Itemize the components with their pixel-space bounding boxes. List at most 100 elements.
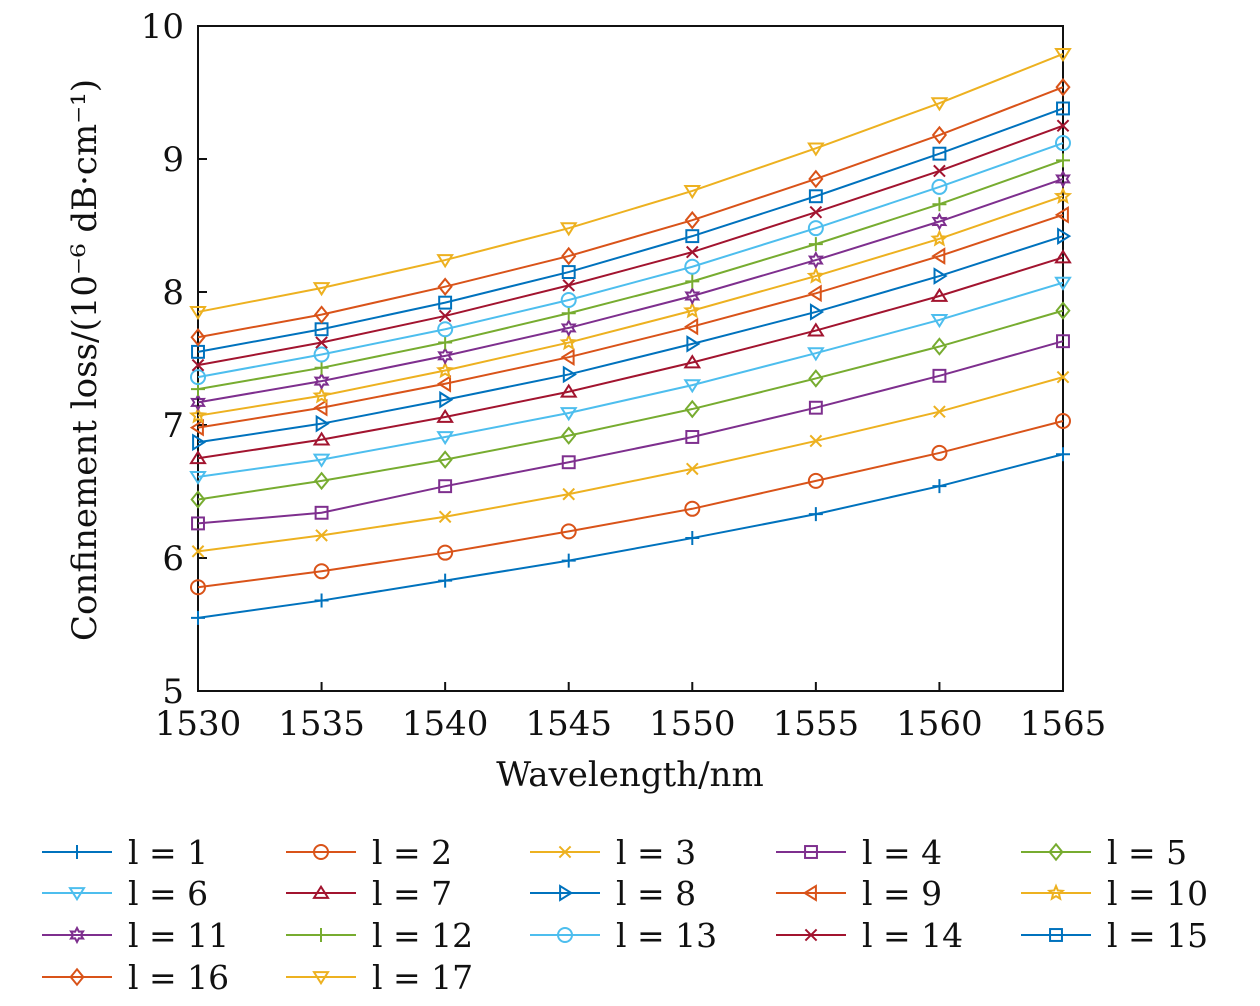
- series-8: [192, 227, 1072, 452]
- data-point: [932, 197, 947, 212]
- legend-entry: l = 10: [1021, 874, 1208, 913]
- legend-marker: [804, 928, 818, 942]
- data-point: [684, 258, 701, 275]
- legend-entry: l = 11: [42, 916, 229, 955]
- data-point: [559, 332, 578, 351]
- series-2: [190, 413, 1071, 596]
- x-tick-label: 1545: [525, 704, 612, 744]
- legend-label: l = 15: [1107, 916, 1208, 955]
- data-point: [1054, 276, 1072, 291]
- data-point: [807, 142, 825, 157]
- series-line: [197, 340, 1064, 525]
- data-point: [930, 229, 949, 247]
- x-tick-label: 1560: [896, 704, 983, 744]
- data-point: [807, 250, 824, 270]
- legend-marker: [802, 884, 817, 902]
- axis-ticks: 1530 1535 1540 1545 1550 1555 1560 1565 5 6 7 8 9 10: [141, 7, 1107, 744]
- data-point: [560, 291, 577, 308]
- legend-marker: [68, 887, 86, 902]
- data-point: [189, 306, 207, 321]
- data-point: [312, 431, 331, 446]
- data-point: [438, 295, 453, 310]
- series-line: [197, 420, 1064, 589]
- data-point: [561, 553, 576, 568]
- data-point: [685, 462, 699, 476]
- data-point: [931, 337, 948, 356]
- x-tick-label: 1530: [155, 704, 242, 744]
- legend-entry: l = 12: [286, 916, 473, 955]
- data-point: [683, 379, 702, 394]
- legend-label: l = 9: [862, 874, 942, 913]
- data-point: [808, 169, 824, 189]
- data-point: [190, 393, 206, 412]
- series-1: [191, 447, 1070, 625]
- data-point: [685, 430, 700, 444]
- data-point: [1056, 370, 1070, 384]
- legend-label: l = 13: [616, 916, 717, 955]
- data-point: [931, 444, 948, 461]
- data-point: [684, 210, 700, 230]
- data-point: [930, 287, 949, 302]
- data-point: [933, 405, 946, 419]
- y-tick-label: 5: [162, 672, 184, 712]
- data-point: [315, 414, 330, 433]
- legend-label: l = 17: [372, 958, 473, 997]
- series-15: [191, 101, 1070, 359]
- series-line: [197, 53, 1064, 313]
- data-point: [559, 222, 578, 237]
- data-point: [313, 398, 328, 417]
- legend-marker: [559, 884, 574, 902]
- data-point: [685, 531, 700, 546]
- data-point: [313, 563, 330, 580]
- legend-entry: l = 7: [286, 874, 452, 913]
- data-point: [436, 374, 452, 393]
- legend-marker: [558, 845, 572, 859]
- series-line: [197, 195, 1064, 417]
- data-point: [561, 265, 576, 280]
- series-line: [197, 376, 1064, 553]
- legend-entry: l = 1: [42, 833, 208, 872]
- data-point: [312, 453, 331, 468]
- data-point: [932, 368, 947, 383]
- legend-label: l = 4: [862, 833, 942, 872]
- legend-label: l = 7: [372, 874, 452, 913]
- data-point: [562, 279, 576, 292]
- series-line: [197, 309, 1064, 501]
- data-point: [188, 406, 208, 424]
- legend-entry: l = 17: [286, 958, 473, 997]
- series-11: [190, 169, 1071, 412]
- data-point: [1053, 186, 1073, 205]
- data-point: [559, 383, 578, 398]
- data-point: [684, 399, 700, 419]
- data-point: [561, 426, 577, 445]
- legend-marker: [69, 925, 85, 945]
- data-point: [313, 346, 330, 363]
- data-point: [437, 544, 454, 561]
- data-point: [189, 418, 204, 437]
- data-point: [1054, 48, 1072, 63]
- series-13: [190, 135, 1071, 386]
- series-line: [197, 281, 1064, 478]
- y-tick-label: 8: [162, 273, 184, 313]
- data-point: [437, 321, 454, 338]
- legend-marker: [70, 845, 84, 859]
- data-point: [562, 365, 577, 384]
- legend-label: l = 6: [128, 874, 208, 913]
- y-tick-label: 6: [162, 539, 184, 579]
- data-point: [807, 347, 825, 362]
- series-line: [197, 124, 1064, 367]
- legend-marker: [312, 884, 330, 899]
- data-point: [436, 408, 454, 423]
- data-point: [560, 348, 575, 366]
- data-point: [561, 306, 576, 321]
- legend-entry: l = 15: [1021, 916, 1208, 955]
- series-6: [189, 276, 1072, 486]
- data-point: [190, 369, 206, 386]
- data-point: [930, 314, 949, 329]
- series-7: [189, 249, 1072, 465]
- data-point: [684, 286, 701, 306]
- data-point: [931, 125, 948, 145]
- data-point: [313, 305, 330, 324]
- data-point: [1057, 227, 1072, 245]
- data-point: [1054, 206, 1069, 224]
